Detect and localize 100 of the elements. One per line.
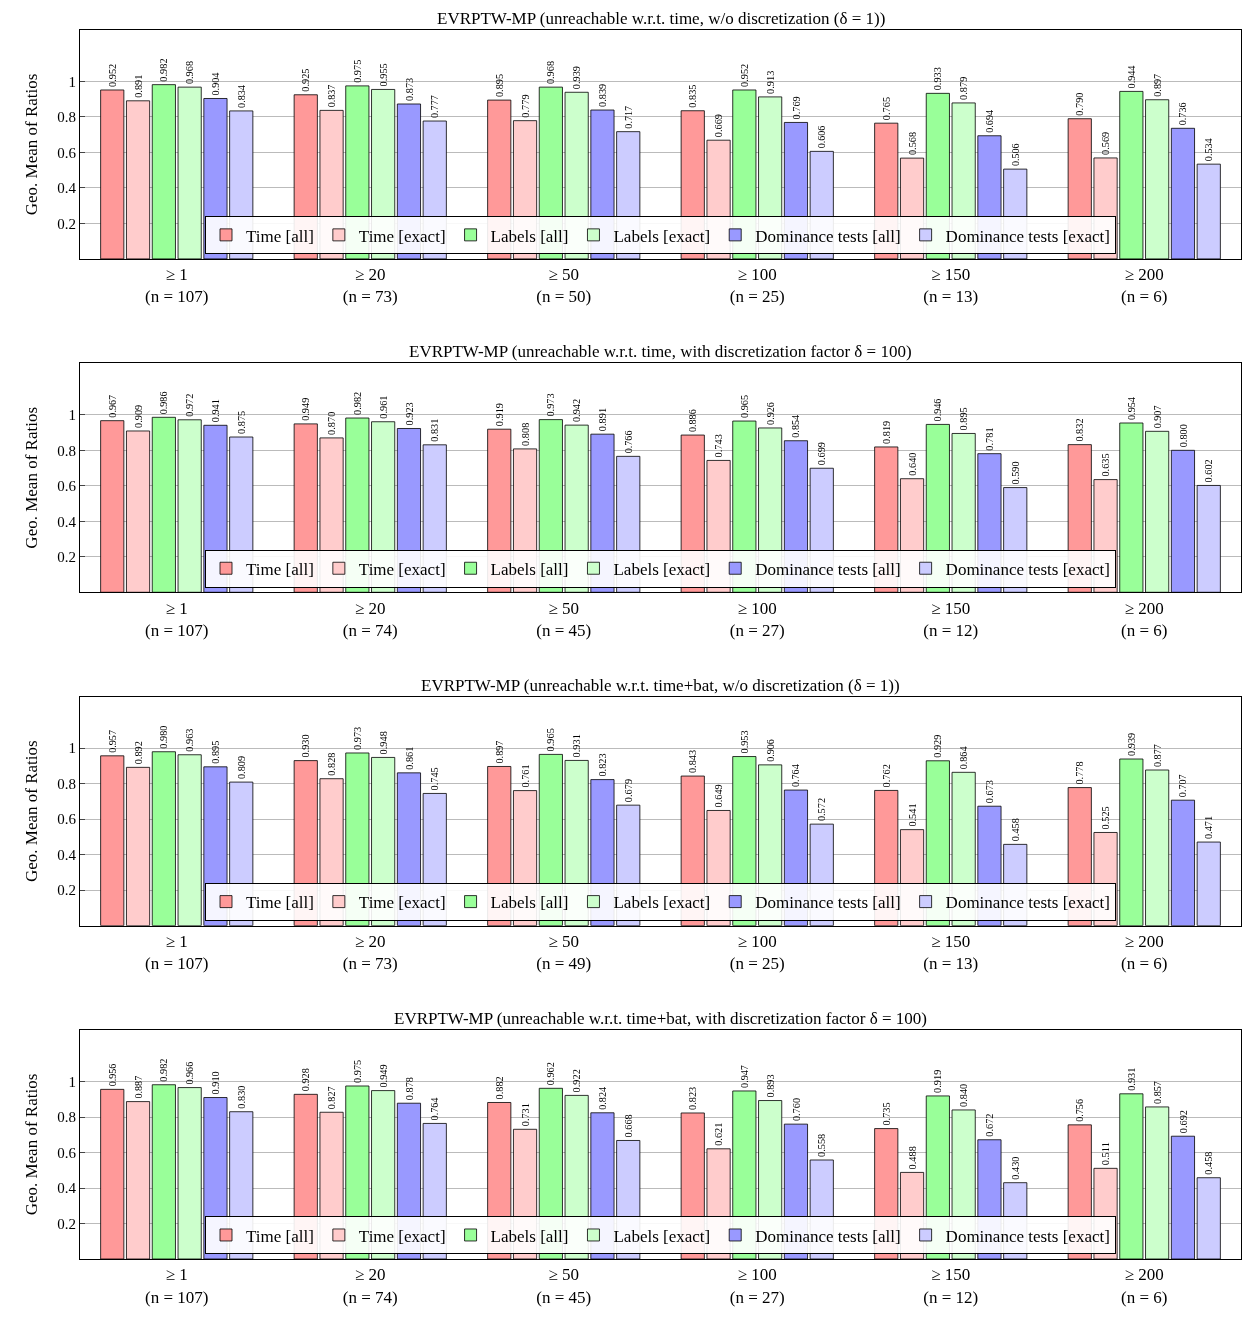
data-label: 0.982	[351, 391, 363, 416]
data-label: 0.837	[326, 84, 338, 108]
data-label: 0.679	[622, 778, 634, 803]
data-label: 0.511	[1100, 1142, 1112, 1166]
data-label: 0.766	[622, 430, 634, 454]
x-tick-label: ≥ 1 (n = 107)	[145, 598, 209, 640]
data-label: 0.717	[622, 105, 634, 129]
legend-label: Dominance tests [all]	[755, 893, 901, 913]
legend-label: Labels [exact]	[613, 893, 711, 913]
x-tick-label: ≥ 150 (n = 13)	[923, 932, 979, 974]
data-label: 0.975	[351, 59, 363, 83]
data-label: 0.800	[1177, 424, 1189, 448]
y-tick-label: 1	[68, 407, 76, 424]
data-label: 0.947	[738, 1065, 750, 1088]
y-tick-label: 0.4	[57, 180, 77, 197]
data-label: 0.541	[906, 803, 918, 827]
data-label: 0.955	[377, 63, 389, 87]
data-label: 0.891	[597, 407, 609, 432]
x-tick-label: ≥ 20 (n = 73)	[342, 932, 398, 974]
data-label: 0.761	[519, 764, 531, 788]
legend-label: Dominance tests [all]	[755, 1226, 901, 1246]
data-label: 0.764	[790, 764, 802, 788]
y-tick-label: 0.8	[57, 109, 76, 126]
data-label: 0.736	[1177, 102, 1189, 126]
data-label: 0.558	[816, 1133, 828, 1157]
legend-label: Time [all]	[246, 893, 314, 913]
x-tick-label: ≥ 100 (n = 25)	[729, 265, 785, 307]
x-tick-label: ≥ 1 (n = 107)	[145, 1265, 209, 1307]
data-label: 0.931	[1125, 1067, 1137, 1091]
data-label: 0.877	[1151, 744, 1163, 767]
legend-label: Labels [all]	[490, 893, 569, 913]
y-tick-label: 0.6	[57, 144, 77, 161]
y-tick-label: 0.2	[57, 1215, 76, 1232]
data-label: 0.931	[571, 734, 583, 758]
data-label: 0.966	[184, 1061, 196, 1085]
data-label: 0.699	[816, 442, 828, 466]
data-label: 0.672	[984, 1113, 996, 1137]
data-label: 0.953	[738, 730, 750, 754]
data-label: 0.668	[622, 1114, 634, 1138]
y-tick-label: 0.4	[57, 513, 77, 530]
data-label: 0.910	[210, 1071, 222, 1095]
data-label: 0.949	[300, 397, 312, 421]
x-tick-label: ≥ 50 (n = 49)	[536, 932, 592, 974]
x-tick-label: ≥ 50 (n = 45)	[536, 1265, 592, 1307]
y-tick-label: 0.6	[57, 478, 77, 495]
data-label: 0.572	[816, 797, 828, 822]
data-label: 0.941	[210, 399, 222, 423]
data-label: 0.823	[687, 1086, 699, 1110]
legend-label: Dominance tests [exact]	[945, 559, 1110, 579]
data-label: 0.834	[235, 85, 247, 108]
data-label: 0.973	[545, 393, 557, 417]
x-tick-label: ≥ 20 (n = 74)	[342, 1265, 398, 1307]
data-label: 0.649	[713, 784, 725, 808]
data-label: 0.745	[429, 767, 441, 791]
data-label: 0.963	[184, 728, 196, 752]
data-label: 0.893	[764, 1074, 776, 1098]
data-label: 0.488	[906, 1146, 918, 1170]
data-label: 0.673	[984, 780, 996, 804]
data-label: 0.669	[713, 113, 725, 138]
data-label: 0.831	[429, 418, 441, 442]
legend-label: Dominance tests [exact]	[945, 226, 1110, 246]
data-label: 0.980	[158, 725, 170, 749]
data-label: 0.843	[687, 749, 699, 774]
data-label: 0.569	[1100, 131, 1112, 155]
data-label: 0.830	[235, 1085, 247, 1109]
x-tick-label: ≥ 1 (n = 107)	[145, 932, 209, 974]
x-tick-label: ≥ 200 (n = 6)	[1121, 598, 1168, 640]
data-label: 0.430	[1009, 1156, 1021, 1180]
data-label: 0.854	[790, 414, 802, 438]
data-label: 0.819	[880, 420, 892, 444]
legend-label: Labels [all]	[490, 1226, 569, 1246]
legend-label: Dominance tests [all]	[755, 559, 901, 579]
data-label: 0.952	[106, 63, 118, 87]
data-label: 0.832	[1074, 418, 1086, 442]
data-label: 0.827	[326, 1086, 338, 1110]
y-axis-title: Geo. Mean of Ratios	[21, 407, 41, 549]
legend-label: Time [exact]	[358, 1226, 446, 1246]
data-label: 0.895	[493, 73, 505, 98]
data-label: 0.828	[326, 752, 338, 776]
data-label: 0.506	[1009, 143, 1021, 167]
data-label: 0.982	[158, 58, 170, 82]
data-label: 0.925	[300, 68, 312, 92]
x-tick-label: ≥ 100 (n = 25)	[729, 932, 785, 974]
data-label: 0.875	[235, 410, 247, 434]
data-label: 0.923	[403, 402, 415, 426]
data-label: 0.878	[403, 1077, 415, 1101]
data-label: 0.952	[738, 63, 750, 87]
data-label: 0.525	[1100, 806, 1112, 830]
legend-label: Time [exact]	[358, 559, 446, 579]
y-tick-label: 0.2	[57, 549, 76, 566]
data-label: 0.922	[571, 1069, 583, 1093]
x-tick-label: ≥ 150 (n = 13)	[923, 265, 979, 307]
data-label: 0.973	[351, 726, 363, 750]
legend-label: Time [all]	[246, 226, 314, 246]
data-label: 0.743	[713, 434, 725, 458]
legend-label: Dominance tests [exact]	[945, 893, 1110, 913]
data-label: 0.635	[1100, 453, 1112, 477]
data-label: 0.986	[158, 391, 170, 415]
data-label: 0.707	[1177, 774, 1189, 798]
chart-title: EVRPTW-MP (unreachable w.r.t. time+bat, w/o discretization (δ = 1))	[421, 676, 900, 695]
